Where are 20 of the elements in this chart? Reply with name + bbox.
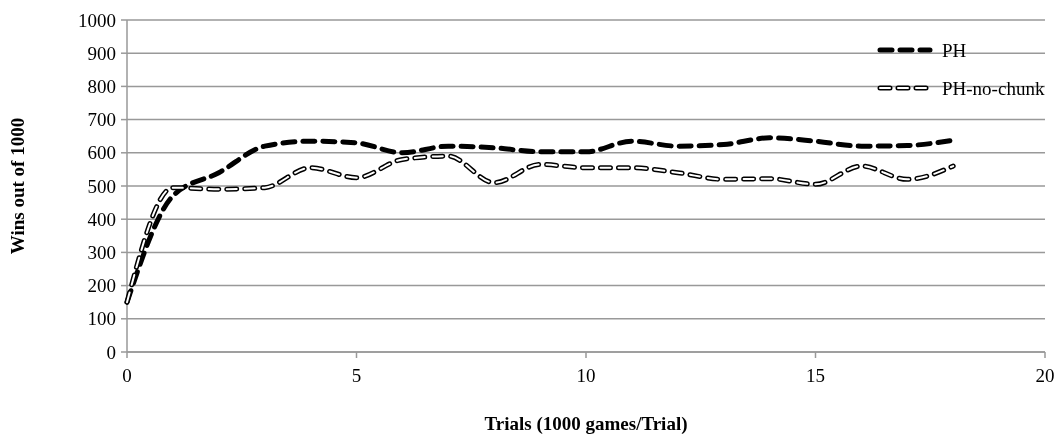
y-axis-title: Wins out of 1000 xyxy=(7,117,28,255)
y-tick-label: 100 xyxy=(87,308,116,330)
x-tick-label: 10 xyxy=(576,365,596,386)
y-tick-label: 700 xyxy=(87,109,116,131)
y-tick-label: 900 xyxy=(87,42,116,64)
x-axis-title: Trials (1000 games/Trial) xyxy=(484,413,688,435)
x-tick-label: 15 xyxy=(806,365,825,386)
y-tick-label: 600 xyxy=(87,142,116,164)
y-tick-label: 500 xyxy=(87,175,116,197)
x-tick-label: 20 xyxy=(1035,365,1055,386)
legend-label: PH-no-chunk xyxy=(942,77,1045,99)
y-tick-label: 800 xyxy=(87,76,116,98)
y-tick-label: 200 xyxy=(87,275,116,297)
y-tick-label: 0 xyxy=(106,341,116,363)
y-tick-label: 300 xyxy=(87,242,116,264)
y-tick-label: 1000 xyxy=(78,9,116,31)
x-tick-label: 0 xyxy=(122,365,132,386)
x-tick-label: 5 xyxy=(351,365,362,386)
legend-label: PH xyxy=(942,39,967,61)
y-tick-label: 400 xyxy=(87,208,116,230)
